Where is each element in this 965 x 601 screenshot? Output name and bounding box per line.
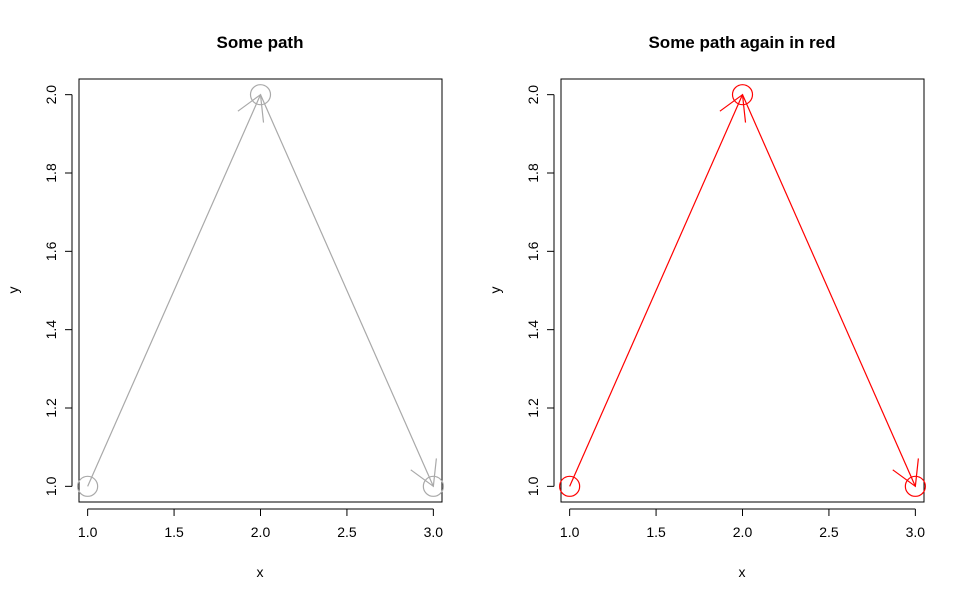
path-segment [741, 94, 916, 487]
y-tick-label: 1.0 [43, 476, 59, 496]
plot-area-border [78, 78, 443, 503]
plot-marks [77, 84, 444, 497]
x-tick-label: 2.5 [337, 524, 357, 540]
x-tick-label: 1.5 [646, 524, 666, 540]
y-axis-label: y [5, 287, 21, 294]
data-point [559, 475, 581, 497]
x-tick-label: 1.0 [560, 524, 580, 540]
y-tick-label: 1.8 [43, 163, 59, 183]
x-axis: 1.0 1.5 2.0 2.5 3.0 [560, 508, 926, 540]
x-tick-label: 3.0 [424, 524, 444, 540]
y-tick-label: 1.4 [43, 320, 59, 340]
chart-panel-right: Some path again in red x y 1.0 1.5 2.0 2.5 3… [487, 33, 926, 580]
x-axis: 1.0 1.5 2.0 2.5 3.0 [78, 508, 444, 540]
x-tick-label: 2.0 [733, 524, 753, 540]
data-point [77, 475, 99, 497]
path-segment [259, 94, 434, 487]
data-point [904, 475, 926, 497]
y-axis: 1.0 1.2 1.4 1.6 1.8 2.0 [525, 85, 555, 496]
chart-title: Some path again in red [648, 33, 835, 52]
chart-title: Some path [217, 33, 304, 52]
y-tick-label: 1.8 [525, 163, 541, 183]
x-axis-label: x [257, 564, 264, 580]
x-tick-label: 3.0 [906, 524, 926, 540]
y-axis: 1.0 1.2 1.4 1.6 1.8 2.0 [43, 85, 73, 496]
arrowhead [892, 458, 919, 488]
y-tick-label: 1.0 [525, 476, 541, 496]
y-tick-label: 1.2 [43, 398, 59, 418]
x-tick-label: 2.0 [251, 524, 271, 540]
chart-panel-left: Some path x y 1.0 1.5 2.0 2.5 3.0 1.01.21.41… [5, 33, 444, 580]
y-axis-label: y [487, 287, 503, 294]
y-tick-label: 1.6 [43, 241, 59, 261]
y-tick-label: 2.0 [43, 85, 59, 105]
path-segment [569, 94, 744, 487]
x-tick-label: 1.0 [78, 524, 98, 540]
y-tick-label: 1.4 [525, 320, 541, 340]
y-tick-label: 2.0 [525, 85, 541, 105]
data-point [249, 84, 272, 106]
x-tick-label: 1.5 [164, 524, 184, 540]
y-tick-label: 1.2 [525, 398, 541, 418]
x-axis-label: x [739, 564, 746, 580]
data-point [731, 84, 754, 106]
x-tick-label: 2.5 [819, 524, 839, 540]
y-tick-label: 1.6 [525, 241, 541, 261]
plot-area-border [560, 78, 925, 503]
data-point [422, 475, 444, 497]
arrowhead [410, 458, 437, 488]
path-segment [87, 94, 262, 487]
plot-marks [559, 84, 926, 497]
